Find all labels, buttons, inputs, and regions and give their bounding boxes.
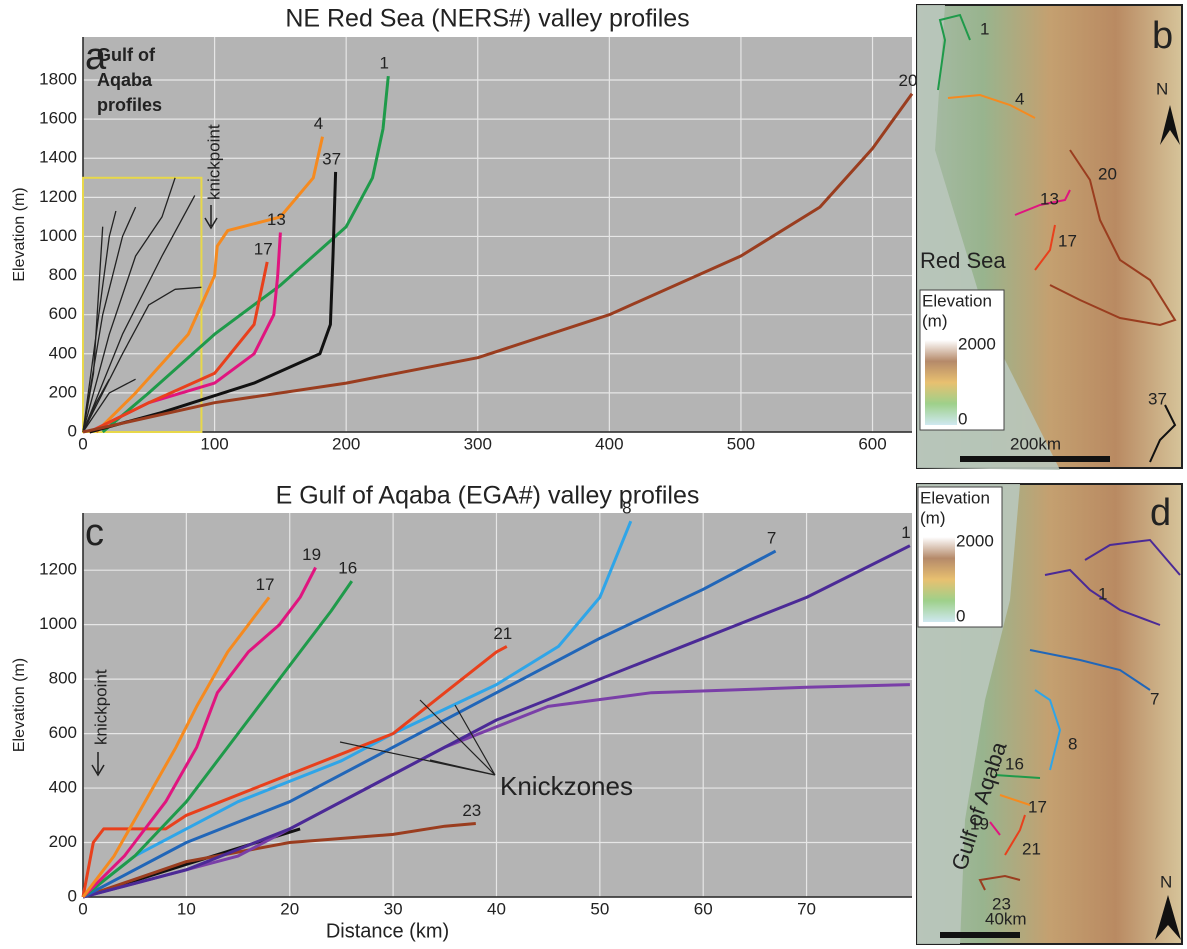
y-tick-label: 0: [68, 421, 77, 440]
x-tick-label: 600: [858, 434, 886, 453]
series-label: 17: [254, 239, 273, 258]
y-tick-label: 1400: [39, 148, 77, 167]
plot-area: [83, 37, 912, 432]
x-tick-label: 0: [78, 899, 87, 918]
panel-label: b: [1152, 15, 1173, 57]
map-d: d Gulf of Aqaba Elevation (m) 2000 0 40k…: [917, 484, 1182, 944]
annotation: Gulf of: [97, 45, 156, 65]
annotation: knickpoint: [204, 124, 223, 200]
x-tick-label: 60: [694, 899, 713, 918]
series-label: 19: [302, 545, 321, 564]
map-label: 16: [1005, 754, 1024, 773]
series-label: 8: [622, 499, 631, 518]
x-tick-label: 40: [487, 899, 506, 918]
north-label: N: [1156, 79, 1168, 98]
y-axis-label: Elevation (m): [11, 187, 28, 281]
series-label: 20: [899, 71, 918, 90]
chart-title: E Gulf of Aqaba (EGA#) valley profiles: [276, 482, 700, 510]
x-axis-label: Distance (km): [326, 920, 449, 942]
map-b: b Red Sea Elevation (m) 2000 0 200km N 1…: [917, 5, 1182, 470]
x-tick-label: 30: [384, 899, 403, 918]
series-label: 16: [338, 559, 357, 578]
map-label: 37: [1148, 389, 1167, 408]
chart: 0 10 20 30 40 50 60 70 0 200 400 600 800 1000 1200 E Gu…: [11, 482, 912, 943]
legend-label: 0: [958, 409, 967, 428]
y-tick-label: 200: [49, 832, 77, 851]
x-tick-label: 200: [332, 434, 360, 453]
series-label: 21: [493, 624, 512, 643]
x-tick-label: 400: [595, 434, 623, 453]
map-label: 19: [970, 814, 989, 833]
map-label: 4: [1015, 89, 1024, 108]
y-tick-label: 400: [49, 778, 77, 797]
sea-label: Red Sea: [920, 248, 1006, 273]
legend-title: Elevation: [922, 291, 992, 310]
y-tick-label: 1800: [39, 70, 77, 89]
scale-bar: [960, 456, 1110, 462]
panel-label: c: [85, 512, 104, 554]
y-tick-label: 1000: [39, 226, 77, 245]
y-tick-label: 400: [49, 343, 77, 362]
x-tick-label: 500: [727, 434, 755, 453]
series-label: 1: [380, 54, 389, 73]
panel-label: d: [1150, 492, 1171, 534]
annotation: Knickzones: [500, 771, 633, 801]
legend-title: (m): [922, 311, 947, 330]
y-tick-label: 1000: [39, 614, 77, 633]
map-label: 23: [992, 894, 1011, 913]
y-tick-label: 600: [49, 723, 77, 742]
series-label: 17: [256, 575, 275, 594]
y-tick-label: 800: [49, 265, 77, 284]
legend-title: (m): [920, 508, 945, 527]
series-label: 4: [314, 114, 323, 133]
y-tick-label: 1200: [39, 560, 77, 579]
legend-label: 2000: [958, 334, 996, 353]
y-tick-label: 200: [49, 382, 77, 401]
chart: 0 100 200 300 400 500 600 0 200 400 600 800 1000 1200…: [11, 5, 917, 454]
legend-label: 0: [956, 606, 965, 625]
map-label: 13: [1040, 189, 1059, 208]
y-axis-label: Elevation (m): [11, 658, 28, 752]
map-label: 17: [1058, 231, 1077, 250]
series-label: 23: [462, 801, 481, 820]
series-label: 1: [901, 523, 910, 542]
annotation: profiles: [97, 95, 162, 115]
series-label: 7: [767, 529, 776, 548]
legend-title: Elevation: [920, 488, 990, 507]
series-label: 13: [267, 210, 286, 229]
chart-title: NE Red Sea (NERS#) valley profiles: [285, 5, 689, 33]
figure: b Red Sea Elevation (m) 2000 0 200km N 1…: [0, 0, 1187, 949]
y-tick-label: 800: [49, 669, 77, 688]
map-label: 1: [1098, 584, 1107, 603]
x-tick-label: 100: [200, 434, 228, 453]
y-tick-label: 0: [68, 886, 77, 905]
map-label: 1: [980, 19, 989, 38]
y-tick-label: 1600: [39, 109, 77, 128]
x-tick-label: 50: [590, 899, 609, 918]
legend-ramp: [925, 340, 957, 425]
y-tick-label: 600: [49, 304, 77, 323]
y-tick-label: 1200: [39, 187, 77, 206]
legend-ramp: [923, 537, 955, 622]
x-tick-label: 0: [78, 434, 87, 453]
map-label: 17: [1028, 797, 1047, 816]
legend-label: 2000: [956, 531, 994, 550]
series-label: 37: [322, 149, 341, 168]
x-tick-label: 10: [177, 899, 196, 918]
scale-bar: [940, 932, 1020, 938]
annotation: knickpoint: [91, 669, 110, 745]
north-label: N: [1160, 872, 1172, 891]
x-tick-label: 300: [464, 434, 492, 453]
annotation: Aqaba: [97, 70, 153, 90]
x-tick-label: 20: [280, 899, 299, 918]
x-tick-label: 70: [797, 899, 816, 918]
map-label: 21: [1022, 839, 1041, 858]
map-label: 8: [1068, 734, 1077, 753]
map-label: 7: [1150, 689, 1159, 708]
scale-label: 200km: [1010, 434, 1061, 453]
map-label: 20: [1098, 164, 1117, 183]
